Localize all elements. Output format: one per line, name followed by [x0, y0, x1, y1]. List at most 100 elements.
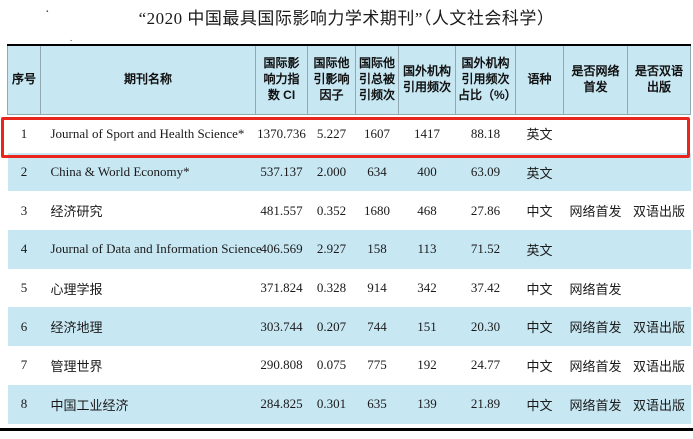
cell-foreign-institution-cite-pct: 24.77 [470, 357, 501, 373]
cell-bilingual-publication: 双语出版 [632, 358, 685, 374]
cell-intl-other-citation-impact-factor: 5.227 [316, 125, 347, 141]
cell-rank: 2 [20, 164, 28, 180]
cell-intl-other-citation-total-cites: 744 [367, 318, 387, 334]
column-header-online-first: 是否网络首发 [563, 45, 628, 115]
cell-online-first: 网络首发 [569, 358, 622, 374]
cell-foreign-institution-cites: 139 [417, 396, 437, 412]
page-title: “2020 中国最具国际影响力学术期刊”（人文社会科学） [138, 9, 555, 28]
table-row-4: 4 Journal of Data and Information Science… [7, 230, 691, 269]
table-row-1: 1 Journal of Sport and Health Science* 137… [7, 114, 691, 153]
cell-ci-index: 481.557 [260, 202, 303, 218]
cell-online-first: 网络首发 [569, 281, 622, 297]
cell-foreign-institution-cite-pct: 21.89 [470, 396, 501, 412]
cell-foreign-institution-cites: 192 [417, 357, 437, 373]
bottom-border-rule [0, 428, 693, 431]
table-row-7: 7 管理世界 290.808 0.075 775 192 24.77 中文 网络首发 双语出版 [7, 346, 691, 385]
cell-journal-name: Journal of Sport and Health Science* [50, 125, 245, 141]
cell-journal-name: 管理世界 [50, 358, 103, 374]
journal-ranking-table-wrap: 序号 期刊名称 国际影响力指数 CI 国际他引影响因子 国际他引总被引频次 国外机构引用频… [7, 44, 691, 424]
cell-foreign-institution-cite-pct: 37.42 [470, 280, 501, 296]
table-row-6: 6 经济地理 303.744 0.207 744 151 20.30 中文 网络首发 双语出版 [7, 307, 691, 347]
cell-journal-name: 中国工业经济 [50, 397, 129, 413]
cell-journal-name: 心理学报 [50, 281, 103, 297]
cell-rank: 6 [20, 318, 28, 334]
cell-foreign-institution-cites: 113 [417, 241, 437, 257]
cell-bilingual-publication [628, 269, 691, 308]
cell-foreign-institution-cite-pct: 63.09 [470, 164, 501, 180]
cell-bilingual-publication: 双语出版 [632, 204, 685, 220]
cell-intl-other-citation-total-cites: 1680 [364, 202, 390, 218]
column-header-foreign-institution-cites: 国外机构引用频次 [398, 45, 456, 115]
cell-online-first: 网络首发 [569, 320, 622, 336]
cell-rank: 4 [20, 241, 28, 257]
column-header-ci-index: 国际影响力指数 CI [255, 45, 308, 115]
cell-language: 英文 [526, 242, 553, 258]
cell-ci-index: 1370.736 [257, 125, 306, 141]
cell-intl-other-citation-impact-factor: 2.000 [316, 164, 347, 180]
cell-online-first [564, 153, 628, 192]
cell-rank: 8 [20, 396, 28, 412]
table-row-2: 2 China & World Economy* 537.137 2.000 634 40… [7, 152, 691, 192]
table-body: 1 Journal of Sport and Health Science* 137… [7, 114, 691, 424]
cell-foreign-institution-cite-pct: 27.86 [470, 202, 501, 218]
cell-foreign-institution-cites: 400 [417, 164, 437, 180]
cell-rank: 3 [20, 202, 28, 218]
cell-bilingual-publication [628, 153, 691, 192]
cell-journal-name: China & World Economy* [50, 164, 190, 180]
table-row-5: 5 心理学报 371.824 0.328 914 342 37.42 中文 网络首发 [7, 268, 691, 308]
cell-language: 英文 [526, 127, 553, 143]
cell-language: 中文 [526, 358, 553, 374]
cell-bilingual-publication: 双语出版 [632, 397, 685, 413]
cell-foreign-institution-cite-pct: 20.30 [470, 318, 501, 334]
cell-foreign-institution-cite-pct: 88.18 [470, 125, 501, 141]
cell-foreign-institution-cites: 468 [417, 202, 437, 218]
cell-intl-other-citation-total-cites: 1607 [364, 125, 390, 141]
cell-intl-other-citation-impact-factor: 0.301 [316, 396, 347, 412]
cell-ci-index: 303.744 [260, 318, 303, 334]
cell-ci-index: 290.808 [260, 357, 303, 373]
cell-intl-other-citation-total-cites: 635 [367, 396, 387, 412]
cell-intl-other-citation-impact-factor: 0.352 [316, 202, 347, 218]
cell-journal-name: 经济地理 [50, 320, 103, 336]
cell-online-first: 网络首发 [569, 204, 622, 220]
cell-rank: 5 [20, 280, 28, 296]
cell-ci-index: 371.824 [260, 280, 303, 296]
journal-ranking-table: 序号 期刊名称 国际影响力指数 CI 国际他引影响因子 国际他引总被引频次 国外机构引用频… [7, 44, 691, 424]
cell-foreign-institution-cite-pct: 71.52 [470, 241, 501, 257]
cell-intl-other-citation-impact-factor: 0.207 [316, 318, 347, 334]
column-header-intl-other-citation-impact-factor: 国际他引影响因子 [307, 45, 356, 115]
cell-journal-name: Journal of Data and Information Science [50, 241, 262, 257]
column-header-language: 语种 [515, 45, 564, 115]
stray-dot-artifact-2: . [70, 33, 73, 43]
table-row-3: 3 经济研究 481.557 0.352 1680 468 27.86 中文 网络首发 双语出版 [7, 191, 691, 231]
cell-language: 中文 [526, 397, 553, 413]
cell-intl-other-citation-impact-factor: 2.927 [316, 241, 347, 257]
cell-ci-index: 284.825 [260, 396, 303, 412]
cell-online-first: 网络首发 [569, 397, 622, 413]
cell-rank: 1 [20, 125, 28, 141]
column-header-rank: 序号 [7, 45, 41, 115]
column-header-bilingual-publication: 是否双语出版 [627, 45, 691, 115]
cell-ci-index: 406.569 [260, 241, 303, 257]
cell-rank: 7 [20, 357, 28, 373]
column-header-intl-other-citation-total-cites: 国际他引总被引频次 [355, 45, 399, 115]
cell-intl-other-citation-total-cites: 634 [367, 164, 387, 180]
cell-language: 中文 [526, 204, 553, 220]
cell-ci-index: 537.137 [260, 164, 303, 180]
cell-intl-other-citation-total-cites: 914 [367, 280, 387, 296]
cell-online-first [564, 114, 628, 153]
stray-dot-artifact: · [45, 5, 50, 20]
cell-bilingual-publication [628, 230, 691, 269]
cell-bilingual-publication [628, 114, 691, 153]
column-header-journal-name: 期刊名称 [40, 45, 256, 115]
cell-foreign-institution-cites: 342 [417, 280, 437, 296]
cell-bilingual-publication: 双语出版 [632, 320, 685, 336]
cell-intl-other-citation-impact-factor: 0.328 [316, 280, 347, 296]
cell-foreign-institution-cites: 1417 [414, 125, 440, 141]
table-header: 序号 期刊名称 国际影响力指数 CI 国际他引影响因子 国际他引总被引频次 国外机构引用频… [7, 45, 691, 115]
cell-online-first [564, 230, 628, 269]
table-row-8: 8 中国工业经济 284.825 0.301 635 139 21.89 中文 网络首发 双语出版 [7, 384, 691, 424]
cell-intl-other-citation-impact-factor: 0.075 [316, 357, 347, 373]
column-header-foreign-institution-cite-pct: 国外机构引用频次占比（%） [455, 45, 517, 115]
cell-intl-other-citation-total-cites: 775 [367, 357, 387, 373]
